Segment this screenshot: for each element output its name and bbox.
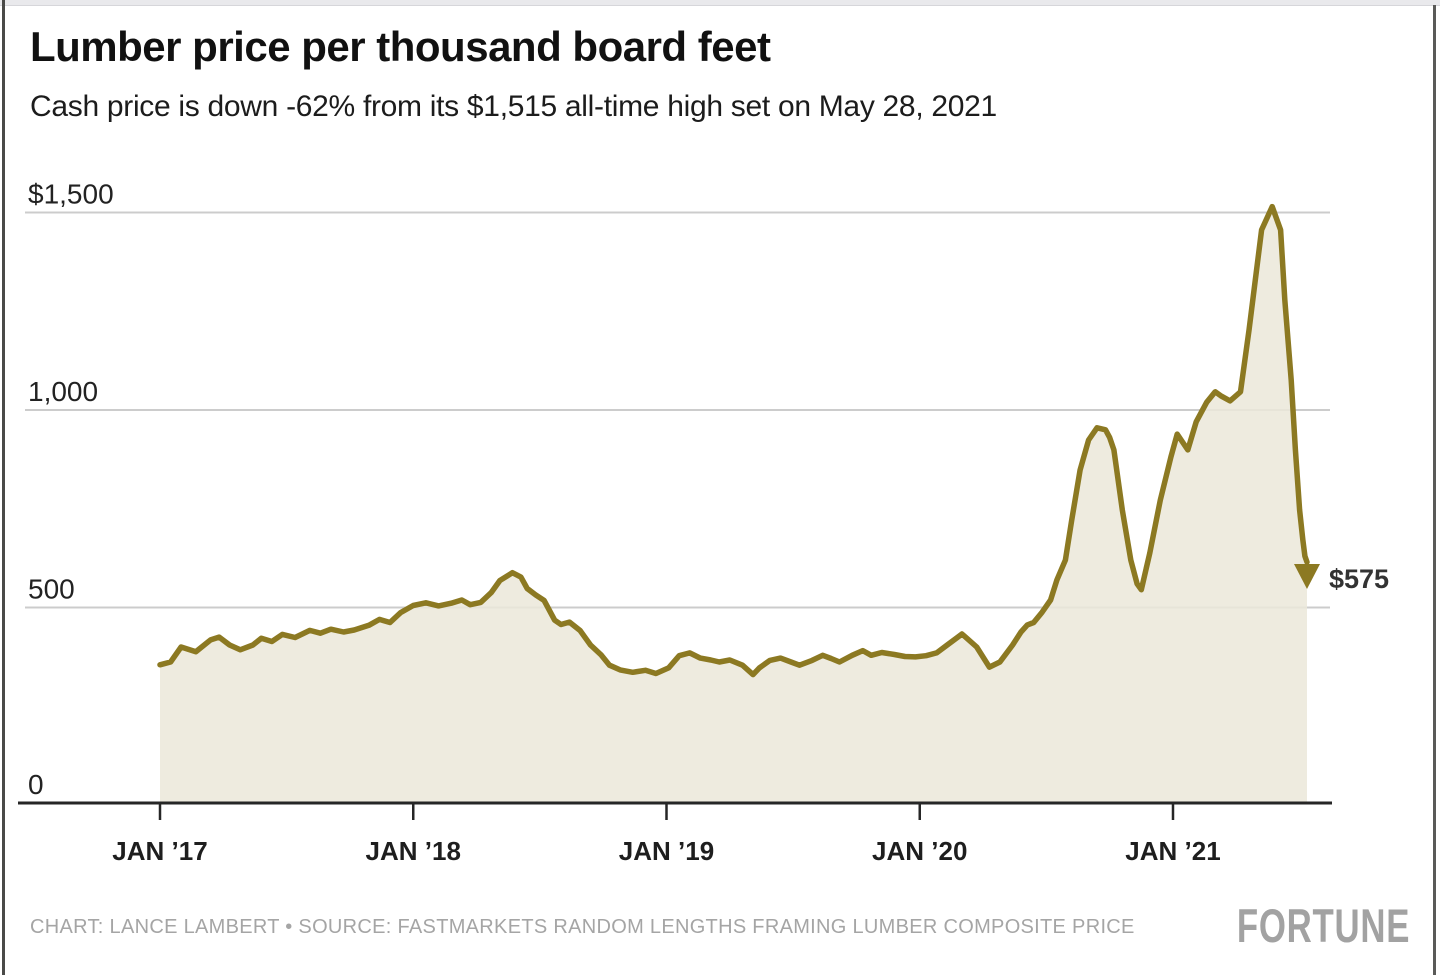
window-left-border — [2, 0, 5, 975]
window-top-strip — [0, 0, 1440, 6]
price-line — [157, 203, 1310, 678]
y-axis-label-500: 500 — [28, 574, 75, 605]
x-axis-label-36: JAN ’20 — [872, 836, 967, 866]
source-credit: CHART: LANCE LAMBERT • SOURCE: FASTMARKE… — [30, 916, 1135, 938]
y-axis-label-1500: $1,500 — [28, 179, 114, 210]
x-axis-label-24: JAN ’19 — [619, 836, 714, 866]
x-axis-label-0: JAN ’17 — [112, 836, 207, 866]
price-area-fill — [160, 206, 1307, 804]
y-axis-label-1000: 1,000 — [28, 376, 98, 407]
x-axis-label-12: JAN ’18 — [366, 836, 461, 866]
chart-subtitle: Cash price is down -62% from its $1,515 … — [30, 90, 997, 123]
y-axis-label-0: 0 — [28, 769, 44, 800]
price-arrow-down-icon — [1294, 564, 1321, 589]
window-right-border — [1433, 5, 1436, 975]
fortune-logo: FORTUNE — [1236, 899, 1410, 952]
chart-title: Lumber price per thousand board feet — [30, 23, 771, 70]
x-axis-label-48: JAN ’21 — [1125, 836, 1220, 866]
current-price-annotation: $575 — [1329, 564, 1389, 594]
